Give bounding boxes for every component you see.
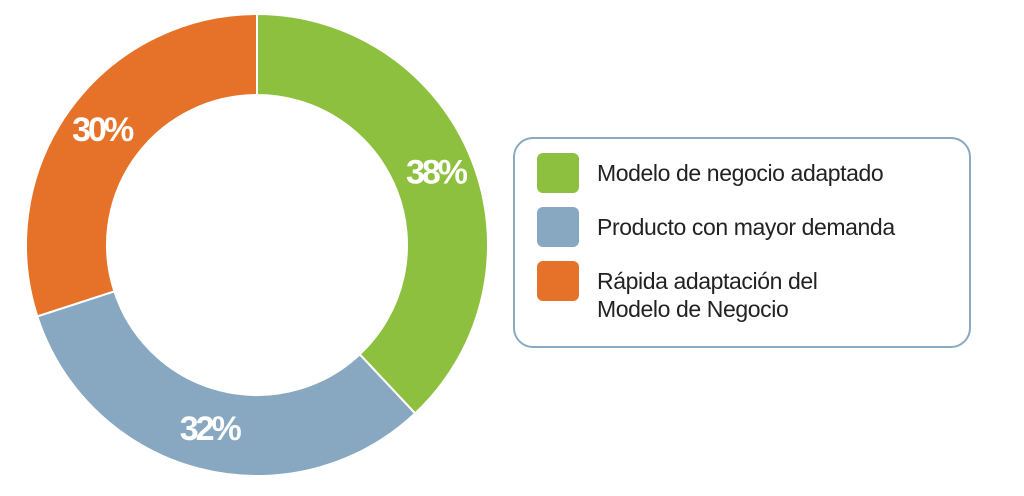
legend-item: Producto con mayor demanda [537, 207, 969, 247]
legend: Modelo de negocio adaptado Producto con m… [513, 137, 971, 348]
donut-segment [36, 290, 417, 477]
value-label: 32% [180, 410, 242, 448]
legend-item: Modelo de negocio adaptado [537, 153, 969, 193]
legend-label: Rápida adaptación del Modelo de Negocio [597, 268, 818, 322]
legend-item: Rápida adaptación del Modelo de Negocio [537, 261, 969, 323]
donut-segment [256, 12, 489, 415]
value-label: 30% [72, 111, 134, 149]
legend-swatch [537, 207, 579, 247]
legend-label: Producto con mayor demanda [597, 214, 895, 240]
legend-swatch [537, 261, 579, 301]
legend-swatch [537, 153, 579, 193]
donut-chart: 38% 32% 30% [25, 12, 489, 477]
donut-segment [25, 12, 258, 318]
value-label: 38% [406, 153, 468, 191]
legend-label: Modelo de negocio adaptado [597, 160, 884, 186]
